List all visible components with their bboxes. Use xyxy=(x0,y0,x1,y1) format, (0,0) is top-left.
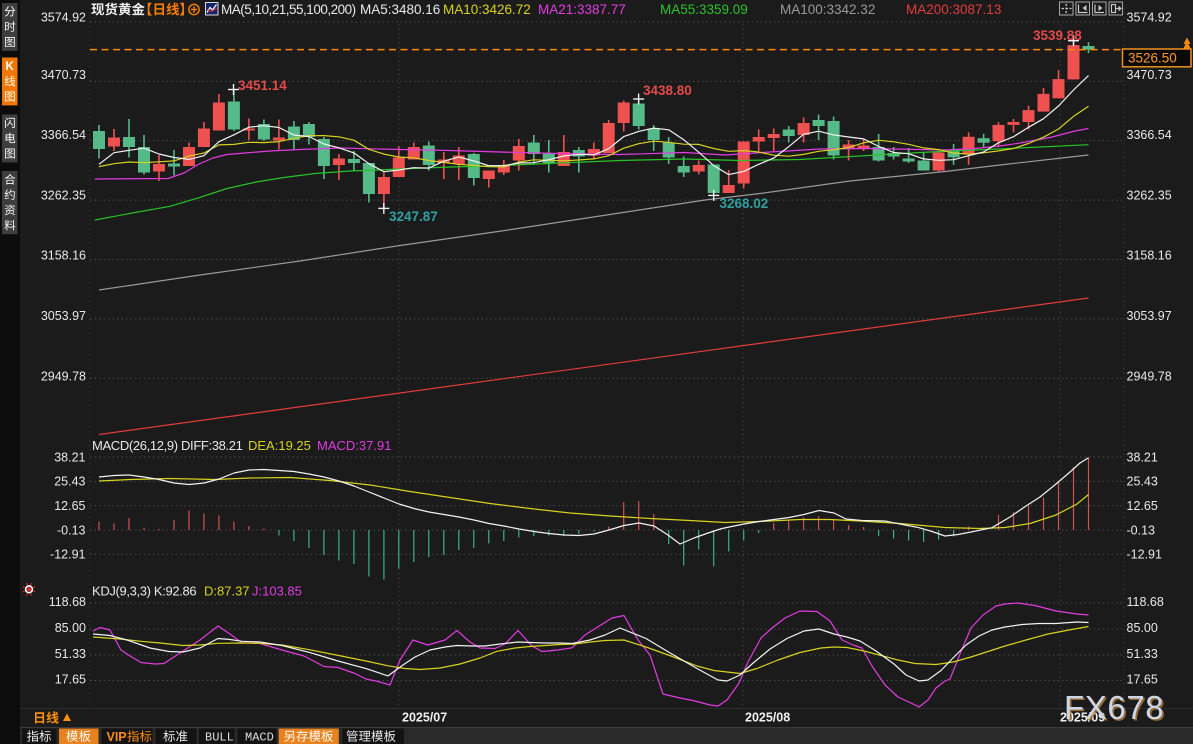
svg-text:3366.54: 3366.54 xyxy=(1127,128,1172,142)
svg-text:3451.14: 3451.14 xyxy=(238,78,287,93)
svg-text:MA21:3387.77: MA21:3387.77 xyxy=(538,2,626,17)
svg-text:25.43: 25.43 xyxy=(54,475,85,489)
svg-text:38.21: 38.21 xyxy=(1127,450,1158,464)
svg-text:3574.92: 3574.92 xyxy=(1127,10,1172,24)
svg-text:3053.97: 3053.97 xyxy=(1127,309,1172,323)
svg-text:-0.13: -0.13 xyxy=(1127,523,1156,537)
svg-text:MA55:3359.09: MA55:3359.09 xyxy=(660,2,748,17)
svg-text:12.65: 12.65 xyxy=(1127,499,1158,513)
svg-text:3526.50: 3526.50 xyxy=(1128,51,1177,66)
svg-text:-12.91: -12.91 xyxy=(1127,548,1162,562)
svg-text:3158.16: 3158.16 xyxy=(41,249,86,263)
svg-text:-0.13: -0.13 xyxy=(57,523,86,537)
svg-text:3366.54: 3366.54 xyxy=(41,128,86,142)
svg-text:MACD: MACD xyxy=(245,730,274,744)
svg-text:3574.92: 3574.92 xyxy=(41,10,86,24)
svg-text:3470.73: 3470.73 xyxy=(1127,68,1172,82)
svg-text:BULL: BULL xyxy=(205,730,234,744)
svg-text:12.65: 12.65 xyxy=(54,499,85,513)
svg-text:KDJ(9,3,3) K:92.86: KDJ(9,3,3) K:92.86 xyxy=(92,584,196,599)
svg-text:85.00: 85.00 xyxy=(1127,621,1158,635)
svg-text:2025/08: 2025/08 xyxy=(745,711,790,725)
svg-text:3262.35: 3262.35 xyxy=(41,188,86,202)
svg-text:MACD:37.91: MACD:37.91 xyxy=(317,438,391,453)
svg-text:85.00: 85.00 xyxy=(55,621,86,635)
svg-text:3470.73: 3470.73 xyxy=(41,68,86,82)
svg-text:2025/09: 2025/09 xyxy=(1060,711,1105,725)
svg-text:3053.97: 3053.97 xyxy=(41,309,86,323)
svg-text:3262.35: 3262.35 xyxy=(1127,188,1172,202)
svg-text:2949.78: 2949.78 xyxy=(41,369,86,383)
svg-text:J:103.85: J:103.85 xyxy=(252,584,302,599)
svg-text:3158.16: 3158.16 xyxy=(1127,249,1172,263)
svg-text:MA(5,10,21,55,100,200): MA(5,10,21,55,100,200) xyxy=(221,2,356,17)
svg-text:51.33: 51.33 xyxy=(55,647,86,661)
svg-text:38.21: 38.21 xyxy=(54,450,85,464)
svg-text:MACD(26,12,9) DIFF:38.21: MACD(26,12,9) DIFF:38.21 xyxy=(92,438,243,453)
svg-text:MA5:3480.16: MA5:3480.16 xyxy=(360,2,440,17)
svg-text:3539.88: 3539.88 xyxy=(1033,28,1082,43)
svg-text:17.65: 17.65 xyxy=(55,672,86,686)
svg-text:118.68: 118.68 xyxy=(49,595,86,609)
svg-text:51.33: 51.33 xyxy=(1127,647,1158,661)
svg-text:DEA:19.25: DEA:19.25 xyxy=(248,438,311,453)
svg-text:118.68: 118.68 xyxy=(1127,595,1164,609)
svg-text:25.43: 25.43 xyxy=(1127,475,1158,489)
svg-text:VIP: VIP xyxy=(107,730,127,744)
svg-text:17.65: 17.65 xyxy=(1127,672,1158,686)
svg-text:2025/07: 2025/07 xyxy=(402,711,447,725)
svg-text:3438.80: 3438.80 xyxy=(643,83,692,98)
svg-text:MA200:3087.13: MA200:3087.13 xyxy=(906,2,1001,17)
svg-text:2949.78: 2949.78 xyxy=(1127,369,1172,383)
svg-text:MA100:3342.32: MA100:3342.32 xyxy=(780,2,875,17)
svg-text:K: K xyxy=(6,61,15,73)
svg-text:MA10:3426.72: MA10:3426.72 xyxy=(443,2,531,17)
svg-text:3268.02: 3268.02 xyxy=(720,196,769,211)
svg-text:FX678: FX678 xyxy=(1064,689,1164,726)
svg-text:-12.91: -12.91 xyxy=(50,548,85,562)
svg-text:3247.87: 3247.87 xyxy=(389,209,438,224)
svg-text:FX678: FX678 xyxy=(1066,691,1166,728)
svg-text:D:87.37: D:87.37 xyxy=(204,584,250,599)
